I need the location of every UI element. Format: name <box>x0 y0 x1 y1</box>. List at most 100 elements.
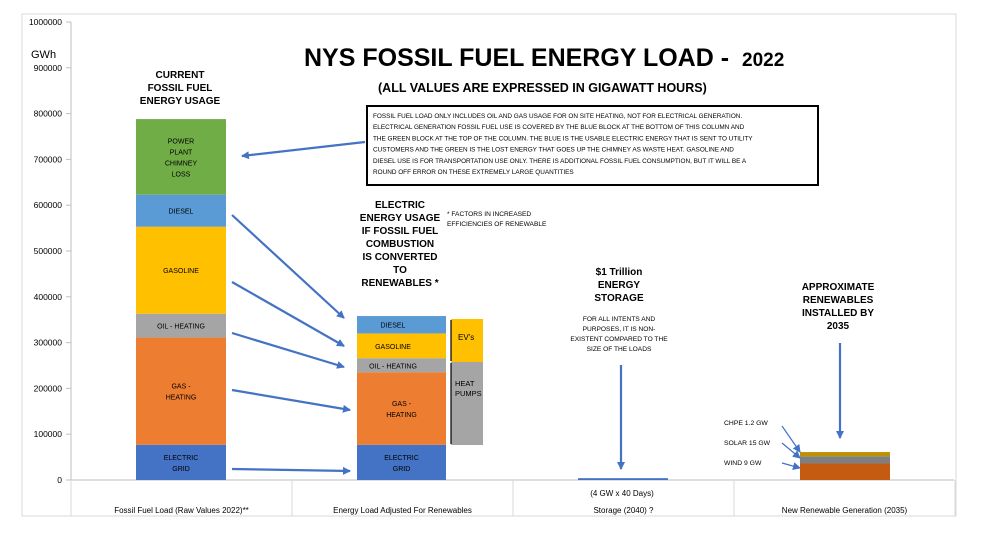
heat-pumps-line: PUMPS <box>455 389 482 398</box>
segment-label-gas-heating: GAS - HEATING <box>166 384 197 402</box>
evs-label: EV's <box>458 333 474 342</box>
segment-label-line: POWER <box>168 138 194 145</box>
electric-usage-line: RENEWABLES * <box>361 278 438 289</box>
renewables-title-line: INSTALLED BY <box>802 308 874 319</box>
segment-label-line: PLANT <box>170 149 193 156</box>
note-box-line: THE GREEN BLOCK AT THE TOP OF THE COLUMN… <box>373 135 753 142</box>
bar-gasoline-0 <box>136 226 226 314</box>
thin-arrows <box>781 425 801 470</box>
factors-note-line: * FACTORS IN INCREASED <box>447 211 531 218</box>
storage-title-line: STORAGE <box>594 293 644 304</box>
storage-category-note: (4 GW x 40 Days) <box>590 489 654 498</box>
electric-usage-line: ENERGY USAGE <box>360 213 441 224</box>
bar-storage-2 <box>578 478 668 480</box>
segment-label-electric-grid: ELECTRIC GRID <box>384 455 419 473</box>
electric-usage-label: ELECTRIC ENERGY USAGE IF FOSSIL FUEL COMBUS… <box>360 200 441 289</box>
bar-diesel-0 <box>136 194 226 227</box>
y-tick-label: 200000 <box>34 383 63 393</box>
note-box-line: DIESEL USE IS FOR TRANSPORTATION USE ONL… <box>373 158 747 165</box>
storage-note: FOR ALL INTENTS AND PURPOSES, IT IS NON- E… <box>570 316 668 353</box>
solar-label: SOLAR 15 GW <box>724 440 771 447</box>
storage-title: $1 Trillion ENERGY STORAGE <box>594 267 644 304</box>
arrow-electric-grid <box>231 466 351 475</box>
segment-label-gasoline: GASOLINE <box>375 344 411 351</box>
segment-label-electric-grid: ELECTRIC GRID <box>164 455 199 473</box>
y-tick-label: 600000 <box>34 200 63 210</box>
arrow-chpe <box>781 425 801 453</box>
heat-pumps-line: HEAT <box>455 379 475 388</box>
x-category-label: Storage (2040) ? <box>593 506 654 515</box>
bar-oil-heating-1 <box>357 358 446 373</box>
current-usage-line: FOSSIL FUEL <box>148 83 213 94</box>
note-box-line: CUSTOMERS AND THE GREEN IS THE LOST ENER… <box>373 147 734 154</box>
electric-usage-line: IF FOSSIL FUEL <box>362 226 438 237</box>
bar-gas-heating-1 <box>357 372 446 445</box>
segment-label-line: GAS - <box>171 384 191 391</box>
segment-label-line: GASOLINE <box>163 268 199 275</box>
segment-label-line: OIL - HEATING <box>157 324 205 331</box>
segment-label-line: GRID <box>172 466 190 473</box>
electric-usage-line: ELECTRIC <box>375 200 425 211</box>
segment-label-line: ELECTRIC <box>384 455 419 462</box>
arrows <box>231 140 844 475</box>
segment-label-diesel: DIESEL <box>169 209 194 216</box>
note-box-line: FOSSIL FUEL LOAD ONLY INCLUDES OIL AND G… <box>373 113 742 120</box>
electric-usage-line: IS CONVERTED <box>362 252 437 263</box>
current-usage-line: CURRENT <box>156 70 205 81</box>
evs-bracket-box <box>451 319 483 362</box>
chart-title-main: NYS FOSSIL FUEL ENERGY LOAD - <box>304 44 729 72</box>
segment-label-line: CHIMNEY <box>165 160 198 167</box>
y-tick-label: 800000 <box>34 109 63 119</box>
segment-label-oil-heating: OIL - HEATING <box>157 324 205 331</box>
segment-label-line: HEATING <box>386 412 417 419</box>
note-box-line: ROUND OFF ERROR ON THESE EXTREMELY LARGE… <box>373 169 574 176</box>
arrow-solar <box>781 442 801 459</box>
note-box-line: ELECTRICAL GENERATION FOSSIL FUEL USE IS… <box>373 124 745 131</box>
x-axis-categories: Fossil Fuel Load (Raw Values 2022)** Ener… <box>70 480 956 516</box>
segment-label-line: DIESEL <box>169 209 194 216</box>
current-usage-line: ENERGY USAGE <box>140 96 221 107</box>
chart-title: NYS FOSSIL FUEL ENERGY LOAD - 2022 <box>304 44 784 72</box>
electric-usage-line: COMBUSTION <box>366 239 434 250</box>
y-tick-label: 300000 <box>34 338 63 348</box>
y-tick-label: 400000 <box>34 292 63 302</box>
chpe-label: CHPE 1.2 GW <box>724 420 768 427</box>
arrow-oil-heating <box>231 331 345 369</box>
bar-chpe-1-2-gw-3 <box>800 452 890 457</box>
bar-gas-heating-0 <box>136 337 226 445</box>
renewables-title-line: 2035 <box>827 321 850 332</box>
segment-label-power-plant-chimney-loss: POWER PLANT CHIMNEY LOSS <box>165 138 198 178</box>
x-category-label: Energy Load Adjusted For Renewables <box>333 506 472 515</box>
renewables-title-line: APPROXIMATE <box>802 282 875 293</box>
storage-note-line: SIZE OF THE LOADS <box>587 346 652 353</box>
renewables-title-line: RENEWABLES <box>803 295 874 306</box>
bar-electric-grid-0 <box>136 444 226 480</box>
storage-title-line: $1 Trillion <box>596 267 643 278</box>
segment-label-line: LOSS <box>172 171 191 178</box>
wind-label: WIND 9 GW <box>724 460 762 467</box>
chart-subtitle: (ALL VALUES ARE EXPRESSED IN GIGAWATT HO… <box>378 81 707 95</box>
arrow-gas-heating <box>231 388 351 413</box>
x-category-label: Fossil Fuel Load (Raw Values 2022)** <box>114 506 249 515</box>
bar-wind-9-gw-3 <box>800 463 890 480</box>
y-tick-label: 700000 <box>34 154 63 164</box>
segment-label-oil-heating: OIL - HEATING <box>369 363 417 370</box>
bar-power-plant-chimney-loss-0 <box>136 119 226 195</box>
plot-area-border <box>21 13 957 517</box>
segment-label-diesel: DIESEL <box>381 323 406 330</box>
factors-note: * FACTORS IN INCREASED EFFICIENCIES OF RE… <box>447 211 547 228</box>
segment-label-line: GRID <box>393 466 411 473</box>
segment-label-line: HEATING <box>166 395 197 402</box>
arrow-note-to-chimney <box>241 140 366 160</box>
y-tick-label: 500000 <box>34 246 63 256</box>
heat-pumps-bracket-box <box>451 362 483 445</box>
bars <box>136 119 890 480</box>
factors-note-line: EFFICIENCIES OF RENEWABLE <box>447 221 547 228</box>
y-tick-label: 900000 <box>34 63 63 73</box>
y-tick-label: 100000 <box>34 429 63 439</box>
y-tick-label: 1000000 <box>29 17 62 27</box>
segment-label-line: DIESEL <box>381 323 406 330</box>
segment-label-line: OIL - HEATING <box>369 363 417 370</box>
renewables-title: APPROXIMATE RENEWABLES INSTALLED BY 2035 <box>802 282 875 332</box>
